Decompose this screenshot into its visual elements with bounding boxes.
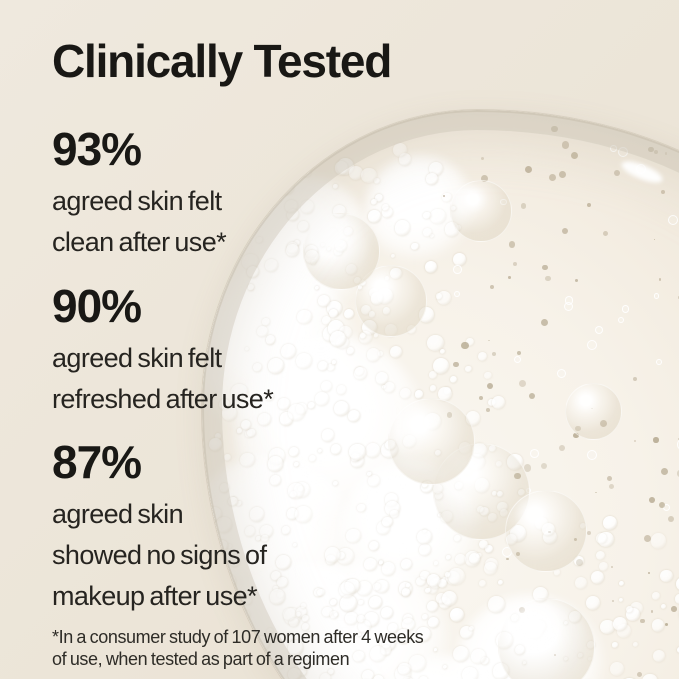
bubble	[259, 190, 273, 204]
stat-block-2: 90% agreed skin felt refreshed after use…	[52, 280, 274, 420]
cleanser-foam-photo	[202, 110, 679, 679]
bubble	[245, 195, 251, 201]
footnote: *In a consumer study of 107 women after …	[52, 627, 424, 669]
bubble	[278, 154, 288, 164]
stat-description: agreed skin showed no signs of makeup af…	[52, 499, 267, 611]
bubble	[276, 162, 288, 174]
bubble	[288, 162, 300, 174]
stat-description: agreed skin felt refreshed after use*	[52, 343, 274, 414]
headline: Clinically Tested	[52, 35, 392, 87]
bubble	[213, 568, 229, 584]
stat-block-3: 87% agreed skin showed no signs of makeu…	[52, 436, 267, 617]
bubble	[211, 539, 220, 548]
bubble	[273, 177, 277, 181]
bubble	[202, 501, 211, 512]
bubble	[258, 205, 263, 210]
stat-value: 90%	[52, 280, 142, 332]
stat-value: 93%	[52, 123, 142, 175]
stat-value: 87%	[52, 436, 142, 488]
stat-block-1: 93% agreed skin felt clean after use*	[52, 123, 227, 263]
bubble	[260, 211, 267, 218]
bubble	[239, 609, 251, 621]
stat-description: agreed skin felt clean after use*	[52, 186, 227, 257]
